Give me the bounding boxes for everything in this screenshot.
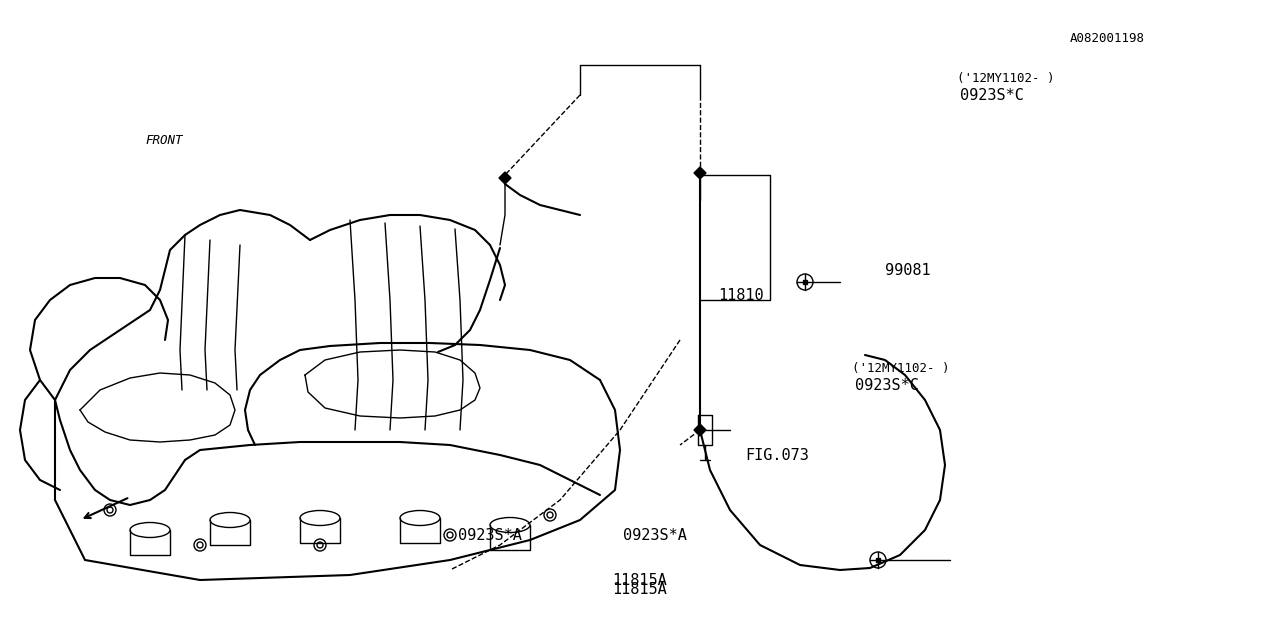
Text: 0923S*C: 0923S*C <box>855 378 919 392</box>
Polygon shape <box>499 172 511 184</box>
Text: FRONT: FRONT <box>145 134 183 147</box>
Text: 0923S*C: 0923S*C <box>960 88 1024 102</box>
Text: 0923S*A: 0923S*A <box>623 527 687 543</box>
Text: FIG.073: FIG.073 <box>745 447 809 463</box>
Text: 11815A: 11815A <box>613 573 667 588</box>
Polygon shape <box>694 424 707 436</box>
Text: 11815A: 11815A <box>613 582 667 598</box>
Bar <box>803 280 806 284</box>
Text: 99081: 99081 <box>884 262 931 278</box>
Text: A082001198: A082001198 <box>1070 31 1146 45</box>
Text: 11810: 11810 <box>718 287 764 303</box>
Text: ('12MY1102- ): ('12MY1102- ) <box>852 362 950 374</box>
Bar <box>876 558 881 562</box>
Polygon shape <box>694 167 707 179</box>
Text: ('12MY1102- ): ('12MY1102- ) <box>957 72 1055 84</box>
Text: 0923S*A: 0923S*A <box>458 527 522 543</box>
